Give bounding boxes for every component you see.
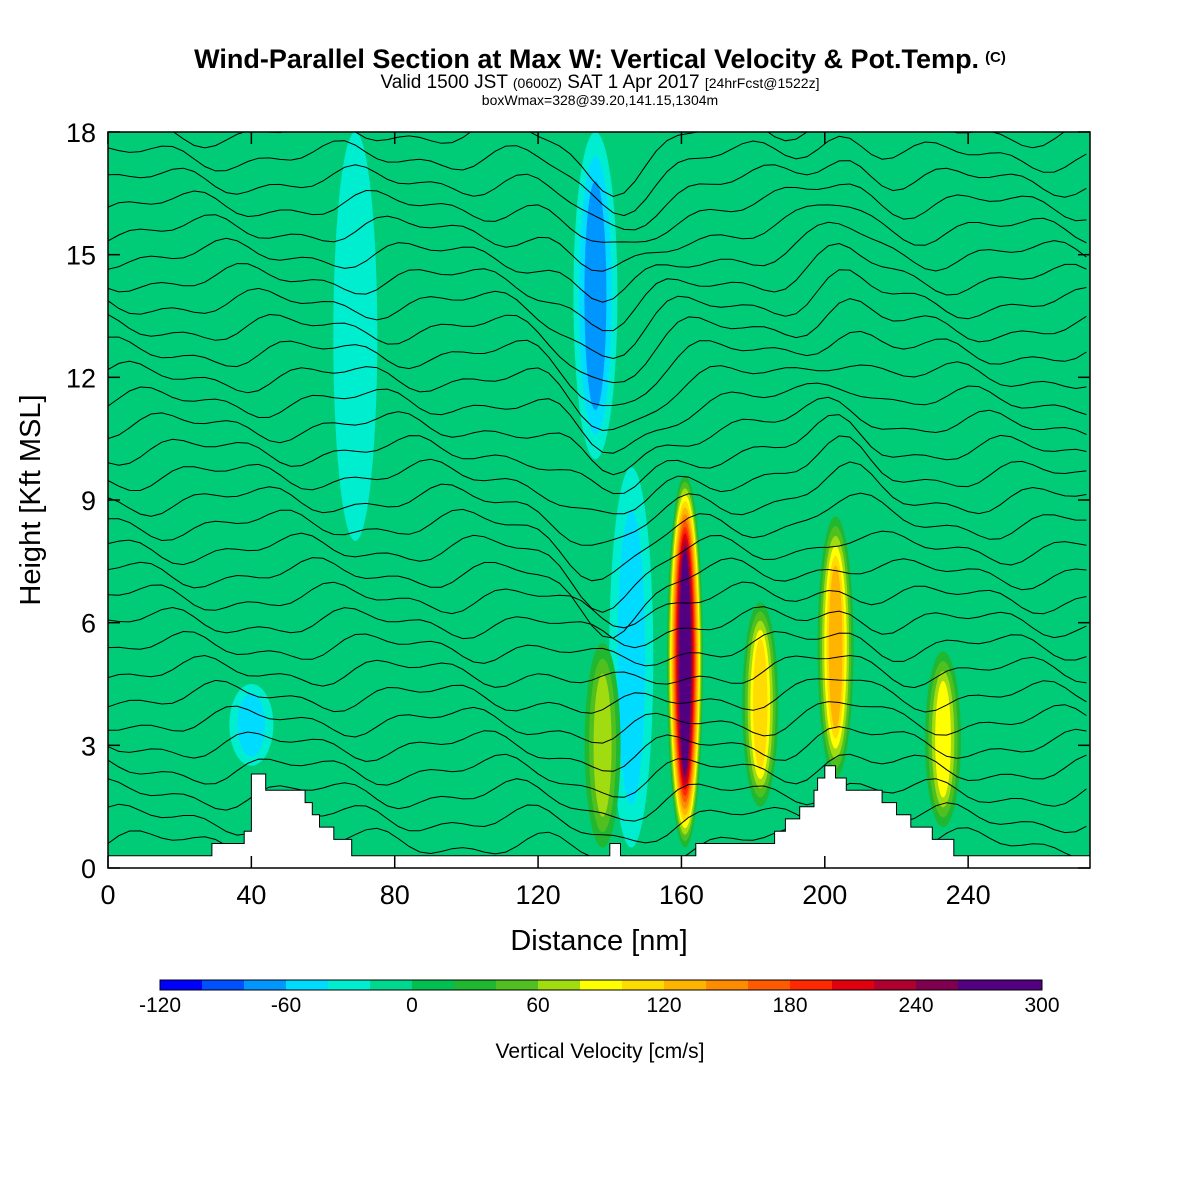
theta-contour xyxy=(108,204,1087,272)
theta-contour xyxy=(108,242,1087,332)
colorbar-tick-label: 60 xyxy=(526,994,549,1017)
y-tick-label: 0 xyxy=(81,854,96,884)
theta-contour xyxy=(108,678,1087,714)
theta-contour xyxy=(108,753,1087,798)
y-axis-label: Height [Kft MSL] xyxy=(15,394,47,605)
x-tick-label: 120 xyxy=(516,880,561,910)
chart-valid-time: Valid 1500 JST (0600Z) SAT 1 Apr 2017 [2… xyxy=(380,72,820,93)
colorbar-swatch xyxy=(454,980,497,990)
theta-contour xyxy=(108,630,1087,667)
theta-contour xyxy=(108,701,1087,744)
velocity-field xyxy=(229,132,962,848)
colorbar-swatch xyxy=(370,980,413,990)
theta-contour xyxy=(108,269,1087,360)
colorbar-swatch xyxy=(874,980,917,990)
colorbar-swatch xyxy=(202,980,245,990)
colorbar-swatch xyxy=(580,980,623,990)
theta-contour xyxy=(108,330,1087,407)
chart-box-info: boxWmax=328@39.20,141.15,1304m xyxy=(481,92,719,108)
colorbar-swatch xyxy=(244,980,287,990)
theta-contour xyxy=(108,135,1087,217)
theta-contour xyxy=(108,606,1087,649)
theta-contours xyxy=(108,132,1087,865)
colorbar-swatch xyxy=(664,980,707,990)
x-tick-label: 40 xyxy=(236,880,266,910)
velocity-core xyxy=(333,132,378,541)
colorbar-swatch xyxy=(916,980,959,990)
colorbar-swatch xyxy=(160,980,203,990)
theta-contour xyxy=(108,778,1087,822)
theta-contour xyxy=(108,581,1087,629)
y-tick-label: 12 xyxy=(66,363,96,393)
x-axis-label: Distance [nm] xyxy=(510,925,687,957)
velocity-core xyxy=(593,673,612,817)
x-tick-label: 240 xyxy=(946,880,991,910)
x-tick-label: 200 xyxy=(802,880,847,910)
axis-ticks: 0 40 80 120 160 200 240 0 3 6 9 12 15 18 xyxy=(66,118,1090,910)
theta-contour xyxy=(108,298,1087,384)
colorbar-tick-label: 120 xyxy=(646,994,681,1017)
theta-contour xyxy=(108,414,1087,495)
velocity-core xyxy=(935,680,951,798)
colorbar-frame xyxy=(159,979,1043,991)
theta-contour xyxy=(108,654,1087,689)
colorbar-swatch xyxy=(622,980,665,990)
colorbar-label: Vertical Velocity [cm/s] xyxy=(496,1040,705,1063)
y-tick-label: 6 xyxy=(81,609,96,639)
colorbar-swatch xyxy=(328,980,371,990)
colorbar-swatch xyxy=(958,980,1001,990)
terrain xyxy=(108,765,1090,868)
x-tick-label: 160 xyxy=(659,880,704,910)
theta-contour xyxy=(108,160,1087,231)
colorbar-swatch xyxy=(412,980,455,990)
theta-contour xyxy=(108,221,1087,303)
theta-contour xyxy=(108,183,1087,243)
colorbar: -120 -60 0 60 120 180 240 300 xyxy=(139,979,1060,1017)
colorbar-swatch xyxy=(1000,980,1043,990)
colorbar-tick-label: 240 xyxy=(898,994,933,1017)
theta-contour xyxy=(108,530,1087,613)
theta-contour xyxy=(108,435,1087,515)
theta-contour xyxy=(108,396,1087,476)
y-tick-label: 3 xyxy=(81,731,96,761)
colorbar-tick-label: 180 xyxy=(772,994,807,1017)
theta-contour xyxy=(108,360,1087,432)
velocity-core xyxy=(584,181,607,411)
colorbar-tick-label: 0 xyxy=(406,994,418,1017)
velocity-core xyxy=(617,510,646,805)
colorbar-swatch xyxy=(286,980,329,990)
theta-contour xyxy=(108,461,1087,546)
velocity-core xyxy=(828,565,843,729)
colorbar-swatch xyxy=(538,980,581,990)
y-tick-label: 15 xyxy=(66,241,96,271)
colorbar-swatch xyxy=(496,980,539,990)
colorbar-swatch xyxy=(790,980,833,990)
colorbar-swatch xyxy=(748,980,791,990)
y-tick-label: 18 xyxy=(66,118,96,148)
theta-contour xyxy=(108,382,1087,454)
chart-title: Wind-Parallel Section at Max W: Vertical… xyxy=(194,44,1006,74)
colorbar-tick-label: -120 xyxy=(139,994,181,1017)
x-tick-label: 0 xyxy=(100,880,115,910)
colorbar-tick-label: -60 xyxy=(271,994,301,1017)
colorbar-swatch xyxy=(706,980,749,990)
theta-contour xyxy=(108,492,1087,582)
theta-contour xyxy=(108,726,1087,772)
x-tick-label: 80 xyxy=(380,880,410,910)
plot-area xyxy=(108,132,1090,868)
colorbar-swatch xyxy=(832,980,875,990)
y-tick-label: 9 xyxy=(81,486,96,516)
velocity-core xyxy=(679,552,691,771)
colorbar-tick-label: 300 xyxy=(1024,994,1059,1017)
velocity-core xyxy=(237,693,266,757)
theta-contour xyxy=(108,557,1087,639)
